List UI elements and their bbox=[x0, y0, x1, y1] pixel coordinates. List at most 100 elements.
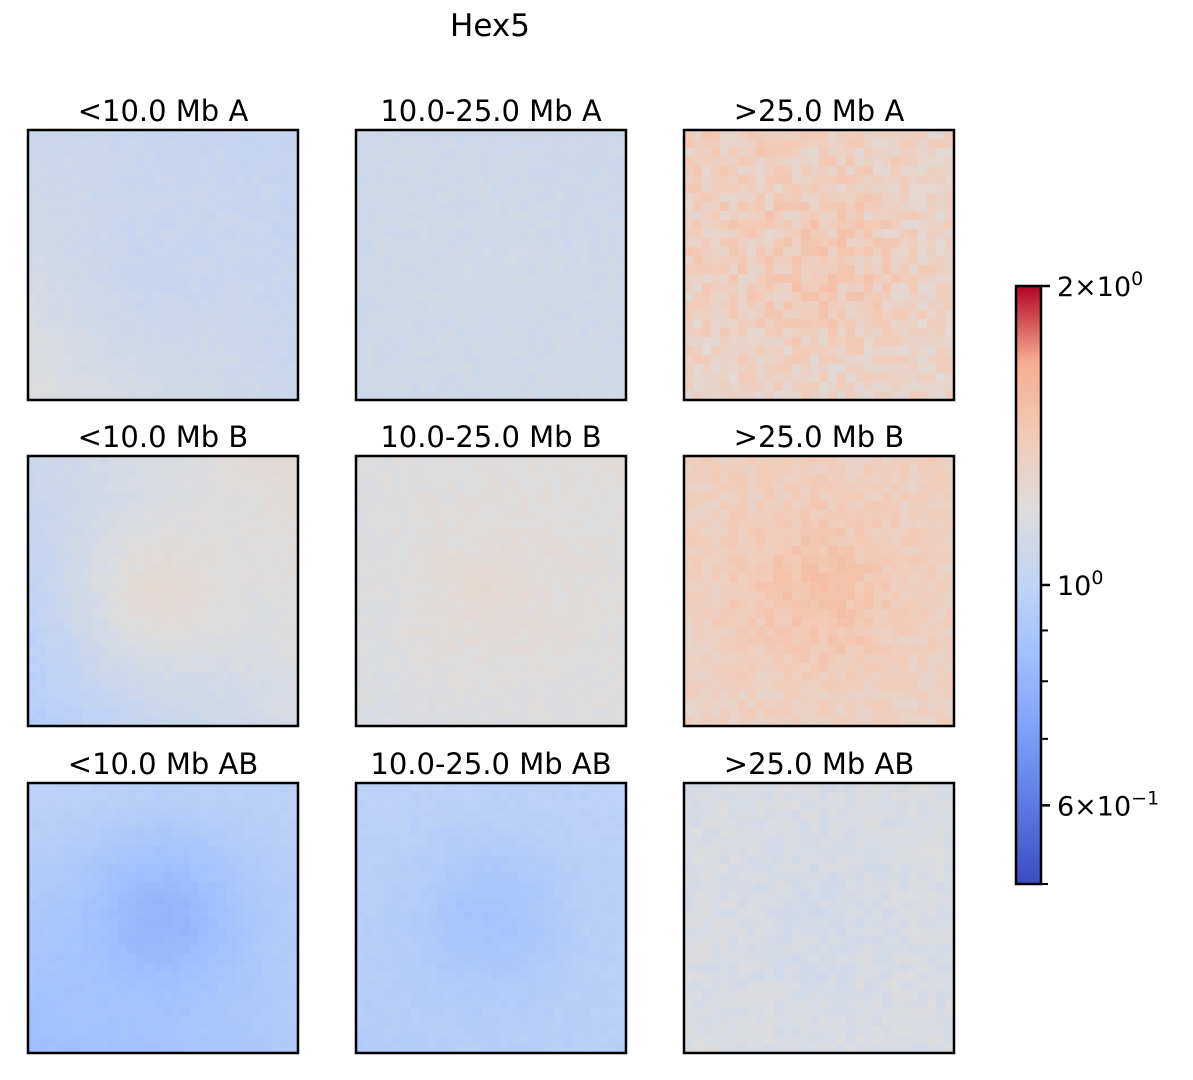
heatmap-cell bbox=[500, 672, 510, 682]
heatmap-cell bbox=[217, 364, 227, 374]
heatmap-cell bbox=[154, 346, 164, 356]
heatmap-cell bbox=[527, 337, 537, 347]
heatmap-cell bbox=[235, 130, 245, 140]
heatmap-cell bbox=[199, 465, 209, 475]
heatmap-cell bbox=[82, 627, 92, 637]
heatmap-cell bbox=[383, 465, 393, 475]
heatmap-cell bbox=[262, 672, 272, 682]
heatmap-cell bbox=[217, 256, 227, 266]
heatmap-cell bbox=[401, 211, 411, 221]
heatmap-cell bbox=[55, 618, 65, 628]
heatmap-cell bbox=[500, 346, 510, 356]
heatmap-cell bbox=[244, 148, 254, 158]
heatmap-cell bbox=[873, 346, 883, 356]
heatmap-cell bbox=[82, 229, 92, 239]
heatmap-cell bbox=[410, 382, 420, 392]
heatmap-cell bbox=[190, 274, 200, 284]
heatmap-cell bbox=[774, 355, 784, 365]
heatmap-cell bbox=[828, 391, 838, 401]
heatmap-cell bbox=[936, 555, 946, 565]
heatmap-cell bbox=[702, 319, 712, 329]
heatmap-cell bbox=[109, 328, 119, 338]
heatmap-cell bbox=[437, 346, 447, 356]
heatmap-cell bbox=[235, 690, 245, 700]
heatmap-cell bbox=[783, 247, 793, 257]
heatmap-cell bbox=[28, 364, 38, 374]
heatmap-cell bbox=[545, 582, 555, 592]
heatmap-cell bbox=[783, 175, 793, 185]
heatmap-cell bbox=[500, 546, 510, 556]
heatmap-cell bbox=[608, 184, 618, 194]
heatmap-cell bbox=[756, 238, 766, 248]
heatmap-cell bbox=[280, 148, 290, 158]
heatmap-cell bbox=[765, 220, 775, 230]
heatmap-cell bbox=[810, 391, 820, 401]
heatmap-cell bbox=[365, 555, 375, 565]
heatmap-cell bbox=[100, 519, 110, 529]
heatmap-cell bbox=[64, 483, 74, 493]
heatmap-cell bbox=[262, 618, 272, 628]
heatmap-cell bbox=[927, 301, 937, 311]
heatmap-cell bbox=[846, 148, 856, 158]
heatmap-cell bbox=[563, 483, 573, 493]
heatmap-cell bbox=[455, 319, 465, 329]
heatmap-cell bbox=[572, 130, 582, 140]
heatmap-cell bbox=[217, 148, 227, 158]
heatmap-cell bbox=[73, 465, 83, 475]
heatmap-cell bbox=[163, 373, 173, 383]
heatmap-cell bbox=[792, 238, 802, 248]
heatmap-cell bbox=[693, 211, 703, 221]
heatmap-cell bbox=[244, 483, 254, 493]
heatmap-cell bbox=[199, 238, 209, 248]
heatmap-cell bbox=[738, 591, 748, 601]
heatmap-cell bbox=[208, 600, 218, 610]
heatmap-cell bbox=[563, 211, 573, 221]
heatmap-cell bbox=[118, 355, 128, 365]
heatmap-cell bbox=[882, 130, 892, 140]
heatmap-cell bbox=[837, 292, 847, 302]
heatmap-cell bbox=[518, 184, 528, 194]
heatmap-cell bbox=[419, 645, 429, 655]
heatmap-cell bbox=[226, 166, 236, 176]
heatmap-cell bbox=[419, 382, 429, 392]
heatmap-cell bbox=[428, 274, 438, 284]
heatmap-cell bbox=[46, 681, 56, 691]
heatmap-cell bbox=[91, 654, 101, 664]
heatmap-cell bbox=[810, 483, 820, 493]
heatmap-cell bbox=[500, 537, 510, 547]
heatmap-cell bbox=[783, 193, 793, 203]
heatmap-cell bbox=[518, 672, 528, 682]
heatmap-cell bbox=[945, 229, 955, 239]
heatmap-cell bbox=[801, 382, 811, 392]
heatmap-cell bbox=[437, 157, 447, 167]
heatmap-cell bbox=[37, 609, 47, 619]
heatmap-cell bbox=[401, 301, 411, 311]
heatmap-cell bbox=[554, 591, 564, 601]
heatmap-cell bbox=[810, 148, 820, 158]
heatmap-cell bbox=[864, 148, 874, 158]
heatmap-cell bbox=[410, 166, 420, 176]
heatmap-cell bbox=[545, 681, 555, 691]
heatmap-cell bbox=[864, 474, 874, 484]
heatmap-cell bbox=[392, 211, 402, 221]
heatmap-cell bbox=[464, 346, 474, 356]
heatmap-cell bbox=[446, 247, 456, 257]
heatmap-cell bbox=[900, 256, 910, 266]
heatmap-cell bbox=[262, 519, 272, 529]
heatmap-cell bbox=[365, 157, 375, 167]
heatmap-cell bbox=[383, 699, 393, 709]
heatmap-cell bbox=[608, 328, 618, 338]
heatmap-cell bbox=[100, 582, 110, 592]
heatmap-cell bbox=[37, 546, 47, 556]
heatmap-cell bbox=[545, 238, 555, 248]
heatmap-cell bbox=[581, 139, 591, 149]
heatmap-cell bbox=[118, 627, 128, 637]
heatmap-cell bbox=[226, 708, 236, 718]
heatmap-cell bbox=[882, 193, 892, 203]
heatmap-cell bbox=[563, 564, 573, 574]
heatmap-cell bbox=[235, 283, 245, 293]
heatmap-cell bbox=[909, 229, 919, 239]
heatmap-cell bbox=[118, 501, 128, 511]
heatmap-cell bbox=[518, 546, 528, 556]
heatmap-cell bbox=[518, 537, 528, 547]
